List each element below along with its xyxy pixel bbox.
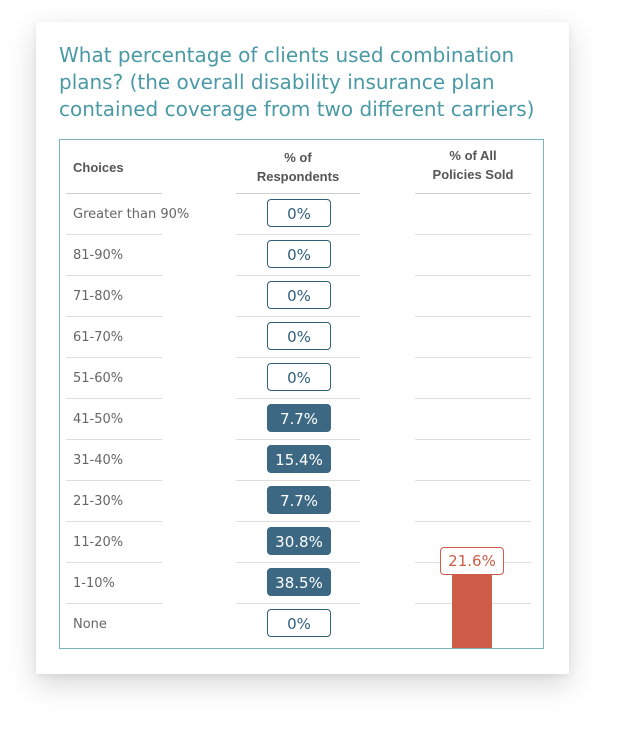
choice-label: 11-20% (73, 535, 124, 550)
choice-label: 51-60% (73, 371, 124, 386)
choice-label: 41-50% (73, 412, 124, 427)
respondent-value-badge: 0% (267, 240, 331, 268)
row-divider (415, 398, 531, 399)
choice-label: 71-80% (73, 289, 124, 304)
row-divider (415, 439, 531, 440)
row-divider (66, 562, 162, 563)
table-row: 1-10% 38.5% (60, 563, 543, 604)
row-divider (236, 234, 360, 235)
policies-sold-bar (452, 561, 492, 648)
choice-label: Greater than 90% (73, 207, 190, 222)
row-divider (415, 521, 531, 522)
policies-sold-label: 21.6% (440, 547, 504, 575)
choice-label: 81-90% (73, 248, 124, 263)
header-divider (415, 193, 531, 194)
choice-label: None (73, 617, 107, 632)
row-divider (236, 603, 360, 604)
choice-label: 61-70% (73, 330, 124, 345)
respondent-value-badge: 0% (267, 609, 331, 637)
row-divider (66, 521, 162, 522)
respondent-value-badge: 7.7% (267, 404, 331, 432)
header-respondents: % of Respondents (256, 150, 340, 184)
respondent-value-badge: 0% (267, 281, 331, 309)
question-title: What percentage of clients used combinat… (59, 43, 535, 121)
respondent-value-badge: 7.7% (267, 486, 331, 514)
table-row: 81-90% 0% (60, 235, 543, 276)
row-divider (66, 398, 162, 399)
row-divider (236, 275, 360, 276)
header-divider (236, 193, 360, 194)
table-row: 51-60% 0% (60, 358, 543, 399)
respondent-value-badge: 0% (267, 199, 331, 227)
row-divider (66, 603, 162, 604)
row-divider (415, 275, 531, 276)
results-table: Choices % of Respondents % of All Policies… (59, 139, 544, 649)
row-divider (415, 234, 531, 235)
choice-label: 31-40% (73, 453, 124, 468)
row-divider (415, 480, 531, 481)
choice-label: 1-10% (73, 576, 115, 591)
respondent-value-badge: 0% (267, 322, 331, 350)
row-divider (236, 480, 360, 481)
choice-label: 21-30% (73, 494, 124, 509)
header-choices: Choices (73, 160, 124, 175)
row-divider (66, 316, 162, 317)
table-row: 11-20% 30.8% (60, 522, 543, 563)
table-row: 71-80% 0% (60, 276, 543, 317)
row-divider (66, 480, 162, 481)
row-divider (236, 562, 360, 563)
row-divider (236, 316, 360, 317)
row-divider (236, 398, 360, 399)
row-divider (236, 521, 360, 522)
row-divider (415, 357, 531, 358)
respondent-value-badge: 30.8% (267, 527, 331, 555)
row-divider (66, 234, 162, 235)
row-divider (66, 275, 162, 276)
header-policies: % of All Policies Sold (432, 148, 514, 182)
table-row: 41-50% 7.7% (60, 399, 543, 440)
header-divider (66, 193, 162, 194)
table-row: 21-30% 7.7% (60, 481, 543, 522)
row-divider (415, 316, 531, 317)
row-divider (236, 357, 360, 358)
respondent-value-badge: 38.5% (267, 568, 331, 596)
table-row: 61-70% 0% (60, 317, 543, 358)
row-divider (236, 439, 360, 440)
table-row: None 0% (60, 604, 543, 645)
row-divider (66, 357, 162, 358)
table-row: 31-40% 15.4% (60, 440, 543, 481)
respondent-value-badge: 15.4% (267, 445, 331, 473)
row-divider (66, 439, 162, 440)
table-row: Greater than 90% 0% (60, 194, 543, 235)
respondent-value-badge: 0% (267, 363, 331, 391)
